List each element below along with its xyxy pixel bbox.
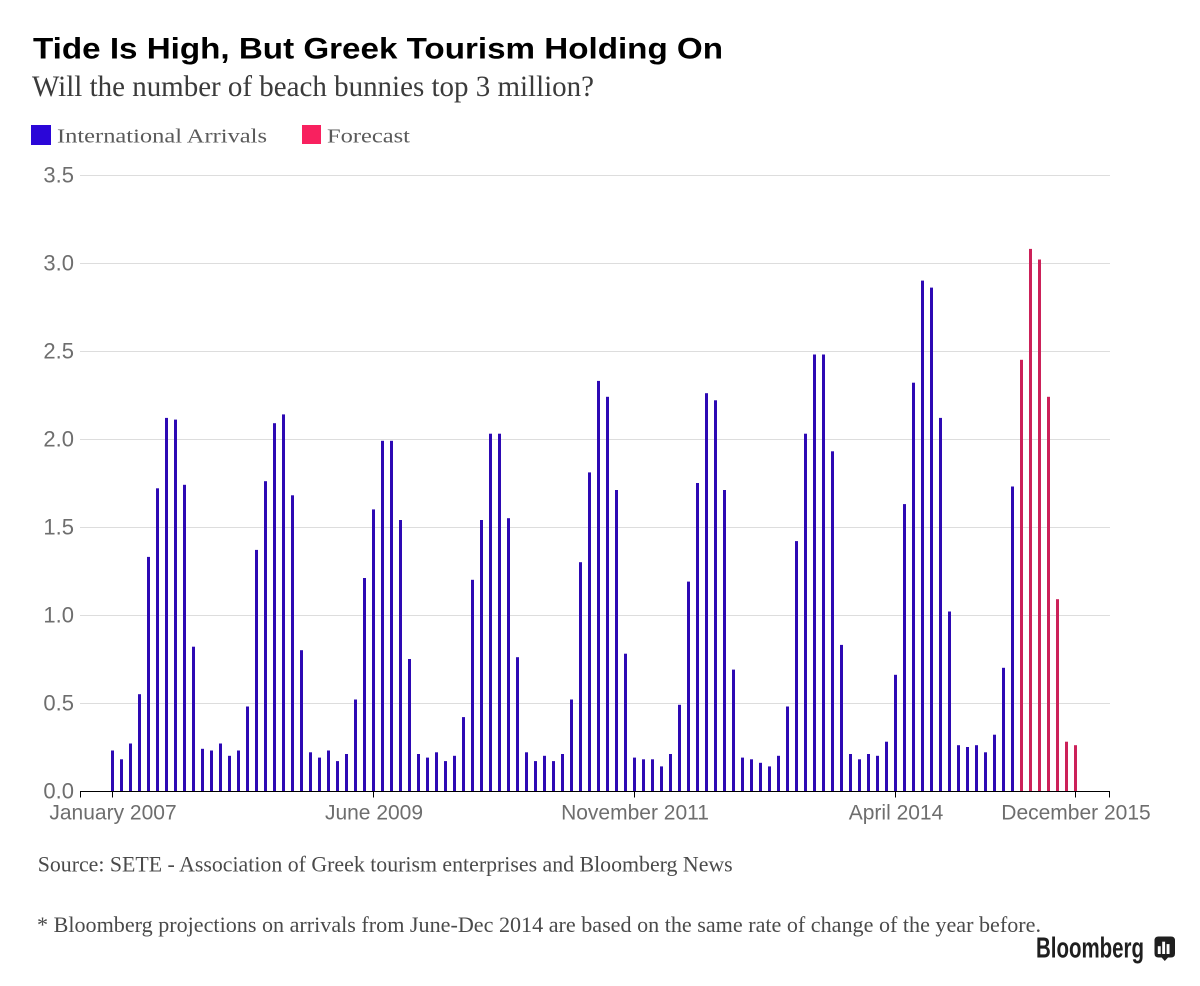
svg-text:Tide Is High, But Greek Touris: Tide Is High, But Greek Tourism Holding … — [33, 32, 723, 65]
svg-text:* Bloomberg projections on arr: * Bloomberg projections on arrivals from… — [37, 912, 1041, 937]
svg-text:1.0: 1.0 — [43, 603, 74, 628]
svg-text:December 2015: December 2015 — [1001, 802, 1150, 825]
svg-text:0.5: 0.5 — [43, 691, 74, 716]
svg-text:Forecast: Forecast — [327, 125, 411, 147]
svg-text:2.5: 2.5 — [43, 339, 74, 364]
svg-text:1.5: 1.5 — [43, 515, 74, 540]
svg-text:April 2014: April 2014 — [849, 802, 944, 825]
svg-text:June 2009: June 2009 — [325, 802, 423, 825]
svg-text:Source: SETE - Association of: Source: SETE - Association of Greek tour… — [38, 851, 733, 876]
svg-text:International Arrivals: International Arrivals — [57, 125, 267, 147]
svg-text:Will the number of beach bunni: Will the number of beach bunnies top 3 m… — [32, 70, 594, 103]
svg-text:Bloomberg: Bloomberg — [1036, 933, 1144, 965]
svg-text:3.0: 3.0 — [43, 251, 74, 276]
svg-text:3.5: 3.5 — [43, 163, 74, 188]
svg-text:0.0: 0.0 — [43, 779, 74, 804]
svg-text:2.0: 2.0 — [43, 427, 74, 452]
svg-text:November 2011: November 2011 — [561, 802, 709, 825]
svg-text:January 2007: January 2007 — [49, 802, 176, 825]
